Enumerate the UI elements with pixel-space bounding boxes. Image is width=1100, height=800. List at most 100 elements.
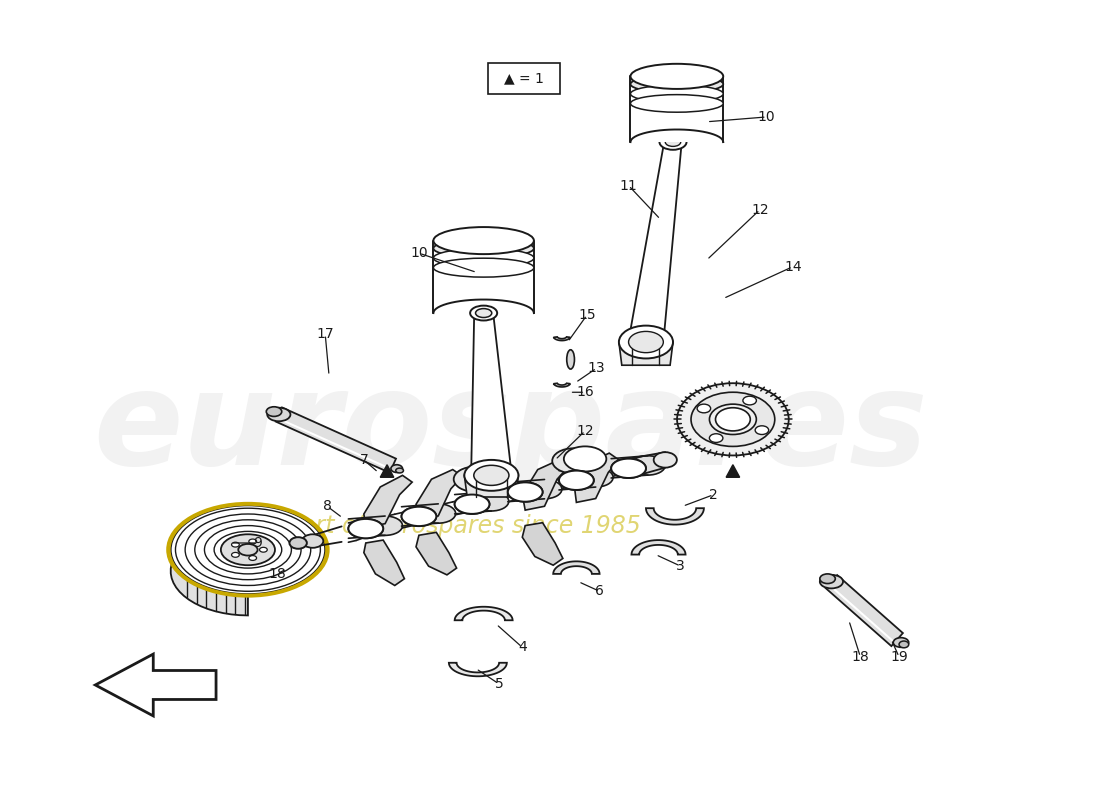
Ellipse shape (564, 446, 606, 471)
Ellipse shape (302, 534, 323, 548)
Ellipse shape (232, 542, 240, 547)
Ellipse shape (474, 492, 509, 511)
Text: 7: 7 (360, 453, 368, 467)
Ellipse shape (742, 396, 757, 405)
Polygon shape (574, 453, 619, 502)
Text: ▲ = 1: ▲ = 1 (504, 71, 544, 86)
Text: 2: 2 (710, 488, 718, 502)
Text: 9: 9 (253, 536, 262, 550)
Ellipse shape (475, 309, 492, 318)
Polygon shape (522, 460, 569, 510)
Text: eurospares: eurospares (94, 366, 928, 493)
Text: 12: 12 (576, 424, 594, 438)
Polygon shape (449, 662, 507, 676)
Polygon shape (630, 76, 723, 142)
Polygon shape (170, 506, 248, 615)
Ellipse shape (612, 458, 646, 478)
Ellipse shape (474, 466, 509, 486)
Polygon shape (553, 383, 570, 387)
Text: 10: 10 (758, 110, 776, 124)
Polygon shape (381, 465, 394, 478)
Polygon shape (96, 654, 216, 716)
Ellipse shape (465, 465, 508, 490)
Ellipse shape (170, 506, 326, 594)
Polygon shape (826, 575, 903, 646)
Polygon shape (464, 475, 518, 497)
Text: a part of eurospares since 1985: a part of eurospares since 1985 (264, 514, 641, 538)
Ellipse shape (619, 326, 673, 358)
Ellipse shape (453, 466, 496, 492)
Ellipse shape (630, 64, 723, 89)
Ellipse shape (470, 306, 497, 321)
Ellipse shape (899, 641, 909, 648)
Polygon shape (364, 475, 412, 527)
Ellipse shape (710, 404, 757, 434)
Ellipse shape (579, 468, 613, 487)
Polygon shape (471, 313, 512, 476)
Ellipse shape (390, 465, 403, 473)
Text: 15: 15 (579, 308, 596, 322)
Polygon shape (454, 606, 513, 620)
Text: 18: 18 (268, 567, 286, 581)
Ellipse shape (630, 456, 666, 475)
Text: 14: 14 (784, 260, 802, 274)
Polygon shape (364, 540, 405, 586)
Ellipse shape (464, 460, 518, 491)
Ellipse shape (454, 494, 490, 514)
Polygon shape (646, 508, 704, 525)
Ellipse shape (289, 537, 307, 549)
Ellipse shape (653, 452, 676, 468)
Ellipse shape (508, 482, 542, 502)
Ellipse shape (367, 516, 403, 535)
Text: 10: 10 (410, 246, 428, 260)
Ellipse shape (402, 506, 437, 526)
Ellipse shape (820, 574, 835, 583)
Ellipse shape (691, 392, 774, 446)
Text: 12: 12 (751, 202, 769, 217)
FancyBboxPatch shape (488, 63, 560, 94)
Ellipse shape (893, 638, 909, 647)
Polygon shape (629, 141, 682, 344)
Polygon shape (619, 342, 673, 366)
Ellipse shape (349, 519, 383, 538)
Ellipse shape (527, 479, 562, 498)
Ellipse shape (249, 555, 256, 561)
Polygon shape (416, 470, 462, 520)
Polygon shape (276, 407, 396, 473)
Text: 16: 16 (576, 386, 594, 399)
Ellipse shape (666, 138, 681, 146)
Ellipse shape (710, 434, 723, 442)
Ellipse shape (678, 383, 789, 455)
Ellipse shape (266, 406, 282, 417)
Ellipse shape (349, 519, 383, 538)
Ellipse shape (715, 408, 750, 431)
Ellipse shape (559, 470, 594, 490)
Ellipse shape (660, 134, 686, 150)
Text: 8: 8 (322, 499, 331, 514)
Ellipse shape (552, 448, 595, 474)
Ellipse shape (433, 239, 534, 258)
Ellipse shape (421, 504, 455, 523)
Text: 11: 11 (619, 178, 637, 193)
Ellipse shape (628, 331, 663, 353)
Ellipse shape (630, 75, 723, 93)
Ellipse shape (433, 258, 534, 277)
Text: 18: 18 (851, 650, 869, 664)
Polygon shape (553, 562, 600, 574)
Text: 17: 17 (317, 327, 334, 342)
Ellipse shape (433, 227, 534, 254)
Ellipse shape (755, 426, 769, 434)
Polygon shape (433, 241, 534, 313)
Ellipse shape (630, 94, 723, 112)
Text: 6: 6 (595, 584, 604, 598)
Ellipse shape (566, 350, 574, 369)
Text: 3: 3 (676, 559, 685, 573)
Ellipse shape (630, 85, 723, 102)
Polygon shape (553, 337, 570, 341)
Ellipse shape (260, 547, 267, 552)
Ellipse shape (612, 458, 646, 478)
Ellipse shape (697, 404, 711, 413)
Ellipse shape (559, 470, 594, 490)
Text: 5: 5 (495, 677, 504, 691)
Ellipse shape (239, 544, 257, 555)
